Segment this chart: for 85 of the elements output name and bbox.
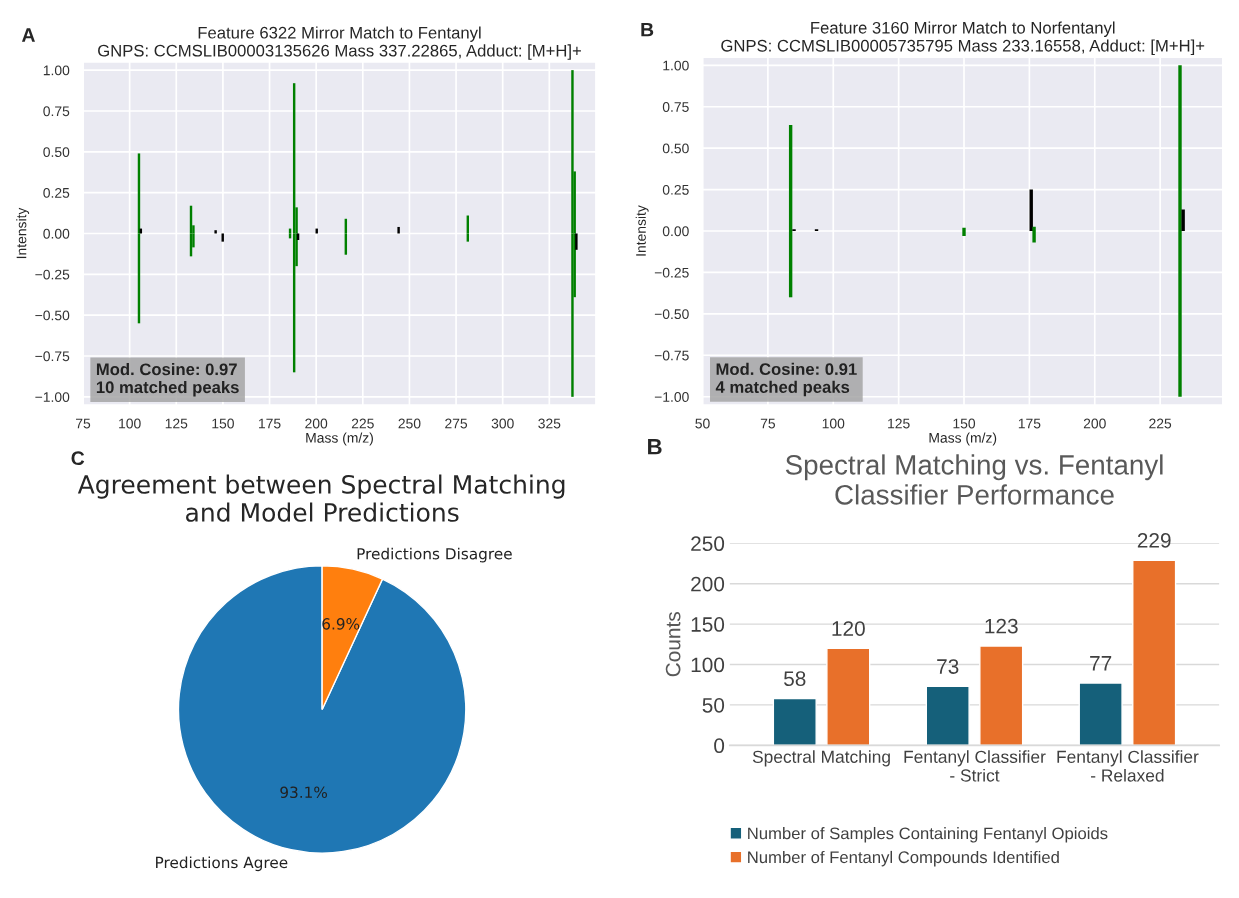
x-tick-label: 100 — [822, 418, 845, 429]
bar — [1032, 231, 1036, 243]
x-tick-label: 75 — [760, 418, 776, 429]
annotation: Mod. Cosine: 0.91 4 matched peaks — [715, 362, 857, 397]
y-tick-label: −0.50 — [654, 309, 689, 320]
chart-title: Feature 6322 Mirror Match to Fentanyl GNPS: CCMSLIB00003135626 Mass 337.22865, Adduct: [M+H]+ — [98, 26, 581, 60]
bar — [1078, 682, 1123, 746]
x-tick-label: 175 — [259, 418, 281, 429]
x-tick-label: 250 — [398, 418, 421, 429]
x-tick-label: 100 — [119, 418, 141, 429]
y-tick-label: −0.25 — [35, 269, 70, 280]
y-tick-label: 0.75 — [662, 102, 689, 112]
y-tick-label: 50 — [702, 697, 725, 713]
x-tick-label: 75 — [76, 418, 91, 429]
bar — [221, 233, 224, 242]
data-label: 73 — [937, 659, 959, 674]
data-label: 77 — [1090, 656, 1112, 671]
x-tick-label: 150 — [212, 418, 234, 429]
bar — [1132, 559, 1177, 746]
text: A — [21, 28, 35, 42]
x-tick-label: 125 — [888, 418, 910, 429]
y-axis-title: Intensity — [16, 207, 30, 259]
y-tick-label: −0.25 — [654, 267, 689, 278]
y-tick-label: 250 — [691, 536, 725, 552]
y-tick-label: 100 — [691, 657, 725, 673]
y-tick-label: 0.00 — [662, 226, 689, 237]
text: C — [71, 451, 85, 466]
slice-label: Predictions Agree — [156, 856, 288, 872]
slice-label: Predictions Disagree — [357, 547, 512, 563]
y-tick-label: 0.00 — [43, 228, 70, 239]
x-tick-label: 150 — [953, 418, 976, 429]
chart-title: Agreement between Spectral Matching and Model Predictions — [77, 474, 565, 522]
annotation: Mod. Cosine: 0.97 10 matched peaks — [96, 362, 239, 397]
bar — [925, 685, 970, 746]
y-tick-label: −0.75 — [654, 350, 689, 361]
y-tick-label: 0 — [714, 738, 725, 754]
y-tick-label: −0.50 — [35, 310, 70, 321]
x-tick-label: 300 — [491, 418, 514, 429]
bar — [979, 645, 1024, 746]
bar — [1181, 209, 1185, 232]
text: B — [641, 22, 654, 37]
x-tick-label: Fentanyl Classifier - Relaxed — [1057, 750, 1199, 782]
x-tick-label: 325 — [538, 418, 561, 429]
bar — [826, 647, 871, 746]
y-tick-label: 0.25 — [43, 187, 70, 198]
y-tick-label: 0.75 — [43, 106, 70, 117]
data-label: 120 — [832, 621, 865, 636]
pie-slice — [177, 565, 467, 854]
y-tick-label: −1.00 — [654, 392, 689, 402]
bar — [214, 230, 217, 234]
y-tick-label: −1.00 — [35, 392, 70, 402]
x-tick-label: 225 — [351, 418, 374, 429]
bar — [772, 697, 817, 746]
chart-title: Feature 3160 Mirror Match to Norfentanyl GNPS: CCMSLIB00005735795 Mass 233.16558, Adduct: [M+H]+ — [721, 21, 1205, 55]
x-tick-label: 225 — [1149, 418, 1172, 429]
y-tick-label: 0.25 — [662, 184, 689, 195]
bar — [397, 226, 400, 234]
x-tick-label: Spectral Matching — [752, 750, 890, 767]
data-label: 58 — [784, 671, 806, 687]
bar — [575, 233, 578, 250]
data-label: 229 — [1137, 533, 1171, 548]
y-tick-label: 1.00 — [43, 65, 70, 76]
x-tick-label: 175 — [1018, 418, 1041, 429]
y-tick-label: 150 — [691, 617, 725, 632]
data-label: 93.1% — [280, 786, 328, 799]
x-axis-title: Mass (m/z) — [929, 432, 997, 446]
bar — [962, 231, 966, 236]
data-label: 123 — [985, 618, 1018, 634]
x-axis-title: Mass (m/z) — [306, 432, 373, 446]
x-tick-label: 275 — [445, 418, 468, 429]
y-tick-label: 0.50 — [43, 147, 70, 157]
legend-label: Number of Samples Containing Fentanyl Opioids — [748, 827, 1108, 843]
x-tick-label: 200 — [1083, 418, 1106, 429]
y-tick-label: 1.00 — [663, 60, 689, 71]
x-tick-label: Fentanyl Classifier - Strict — [904, 750, 1046, 782]
y-axis-title: Intensity — [635, 205, 649, 256]
y-tick-label: 0.50 — [662, 143, 689, 154]
text: B — [648, 439, 662, 455]
legend-label: Number of Fentanyl Compounds Identified — [748, 850, 1059, 867]
y-tick-label: 200 — [691, 576, 725, 592]
y-tick-label: −0.75 — [35, 351, 70, 362]
x-tick-label: 200 — [305, 418, 328, 429]
x-tick-label: 125 — [165, 418, 188, 429]
chart-title: Spectral Matching vs. Fentanyl Classifier Performance — [785, 454, 1163, 505]
y-axis-title: Counts — [665, 612, 681, 677]
